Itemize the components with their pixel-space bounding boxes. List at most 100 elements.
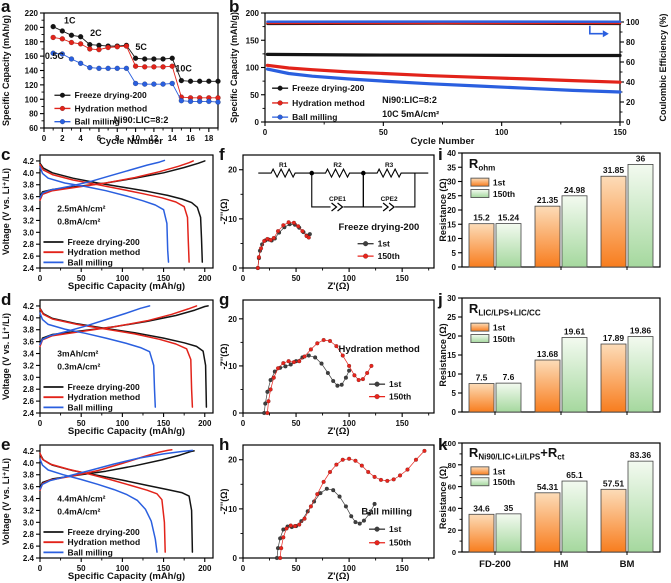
- svg-text:Cycle Number: Cycle Number: [411, 136, 475, 147]
- svg-text:2.8: 2.8: [23, 240, 35, 249]
- svg-text:Ball milling: Ball milling: [361, 506, 412, 517]
- svg-text:30: 30: [447, 178, 456, 187]
- panel-letter-e: e: [1, 435, 11, 454]
- svg-text:10: 10: [228, 215, 237, 224]
- svg-text:200: 200: [198, 419, 212, 428]
- svg-text:RLIC/LPS+LIC/CC: RLIC/LPS+LIC/CC: [469, 301, 541, 318]
- panel-letter-h: h: [219, 435, 230, 454]
- chart-rate-capability: 0 2 4 6 8 10 12 14 16 18 60 80 100 120 140 160 180 200 220…: [1, 9, 221, 147]
- svg-text:19.86: 19.86: [630, 326, 652, 336]
- svg-text:15.2: 15.2: [473, 213, 490, 223]
- svg-text:7.6: 7.6: [503, 372, 515, 382]
- svg-text:0: 0: [233, 554, 238, 563]
- svg-text:50: 50: [77, 564, 86, 573]
- svg-text:Freeze drying-200: Freeze drying-200: [292, 83, 365, 93]
- svg-text:180: 180: [25, 38, 39, 47]
- panel-letter-a: a: [1, 0, 11, 16]
- svg-text:Ball milling: Ball milling: [67, 257, 112, 267]
- svg-text:Freeze drying-200: Freeze drying-200: [74, 90, 147, 100]
- svg-text:220: 220: [25, 9, 39, 18]
- svg-text:100: 100: [342, 274, 356, 283]
- svg-text:Specific Capacity (mAh/g): Specific Capacity (mAh/g): [68, 571, 185, 582]
- svg-text:10: 10: [228, 505, 237, 514]
- svg-text:54.31: 54.31: [537, 482, 559, 492]
- svg-text:150: 150: [157, 274, 171, 283]
- svg-text:0: 0: [38, 564, 43, 573]
- svg-text:10: 10: [131, 134, 140, 143]
- panel-i: i 0 5 10 15 20 25 30 35 40 Resistance (Ω) 15.2 15.2…: [437, 145, 671, 293]
- svg-text:Voltage (V vs. Li⁺/Li): Voltage (V vs. Li⁺/Li): [1, 313, 11, 400]
- svg-text:60: 60: [448, 483, 456, 492]
- svg-text:21.35: 21.35: [537, 195, 559, 205]
- panel-g: g 0 50 100 150 0 10 20 Z'(Ω) -Z''(Ω) Hydration me…: [218, 290, 437, 438]
- svg-text:5C: 5C: [135, 42, 147, 52]
- svg-text:2.4: 2.4: [23, 264, 35, 273]
- svg-text:2.6: 2.6: [23, 252, 35, 261]
- svg-text:Ball milling: Ball milling: [292, 112, 337, 122]
- svg-text:Z'(Ω): Z'(Ω): [327, 281, 349, 292]
- svg-text:RNi90/LIC+Li/LPS+Rct: RNi90/LIC+Li/LPS+Rct: [469, 445, 565, 462]
- panel-letter-c: c: [1, 145, 11, 164]
- svg-text:0: 0: [241, 564, 246, 573]
- svg-text:CPE2: CPE2: [381, 196, 398, 203]
- svg-text:83.36: 83.36: [630, 450, 652, 460]
- panel-letter-i: i: [438, 145, 443, 164]
- svg-text:-Z''(Ω): -Z''(Ω): [219, 489, 229, 515]
- svg-text:1st: 1st: [389, 379, 401, 389]
- svg-text:Ball milling: Ball milling: [74, 117, 119, 127]
- svg-text:100: 100: [116, 274, 130, 283]
- svg-text:10: 10: [228, 362, 237, 371]
- chart-nyquist-bm: 0 50 100 150 0 10 20 Z'(Ω) -Z''(Ω) Ball milling 1s…: [219, 444, 435, 582]
- svg-text:1st: 1st: [493, 323, 505, 333]
- svg-text:2.4: 2.4: [23, 554, 35, 563]
- chart-rohm-bars: 0 5 10 15 20 25 30 35 40 Resistance (Ω) 15.2 15.24 2…: [438, 149, 661, 272]
- svg-text:3.8: 3.8: [23, 181, 35, 190]
- svg-text:36: 36: [636, 153, 646, 163]
- svg-text:100: 100: [246, 64, 260, 73]
- svg-text:1C: 1C: [64, 15, 76, 25]
- svg-text:100: 100: [495, 128, 509, 137]
- svg-text:4.0: 4.0: [23, 314, 35, 323]
- panel-letter-f: f: [219, 145, 225, 164]
- svg-text:10C: 10C: [175, 64, 192, 74]
- svg-text:0: 0: [233, 409, 238, 418]
- svg-text:24.98: 24.98: [564, 185, 586, 195]
- chart-nyquist-hm: 0 50 100 150 0 10 20 Z'(Ω) -Z''(Ω) Hydration meth…: [219, 299, 435, 437]
- svg-text:150: 150: [395, 419, 409, 428]
- svg-text:Z'(Ω): Z'(Ω): [327, 571, 349, 582]
- svg-text:FD-200: FD-200: [479, 559, 511, 570]
- svg-text:25: 25: [447, 192, 456, 201]
- svg-text:Specific Capacity (mAh/g): Specific Capacity (mAh/g): [1, 15, 11, 126]
- svg-text:20: 20: [228, 456, 237, 465]
- svg-text:200: 200: [198, 564, 212, 573]
- svg-text:34.6: 34.6: [473, 503, 490, 513]
- chart-voltage-profile-3: 0 50 100 150 200 2.4 2.6 2.8 3.0 3.2 3.4 3.6 3.8 4.0 4…: [1, 444, 214, 582]
- svg-text:65.1: 65.1: [566, 470, 583, 480]
- svg-text:12: 12: [149, 134, 158, 143]
- svg-text:200: 200: [25, 23, 39, 32]
- svg-text:100: 100: [116, 564, 130, 573]
- svg-text:3.4: 3.4: [23, 205, 35, 214]
- svg-text:35: 35: [504, 503, 514, 513]
- svg-text:150th: 150th: [493, 189, 515, 199]
- svg-text:140: 140: [25, 67, 39, 76]
- svg-text:40: 40: [448, 504, 456, 513]
- svg-text:4.2: 4.2: [23, 447, 35, 456]
- svg-text:2.8: 2.8: [23, 530, 35, 539]
- svg-text:10: 10: [447, 235, 456, 244]
- panel-f: f 0 50 100 150 0 10 20 Z'(Ω) -Z''(Ω) R1 R2 R3 CPE1 CP…: [218, 145, 437, 293]
- svg-text:Resistance (Ω): Resistance (Ω): [438, 466, 448, 529]
- svg-text:100: 100: [443, 439, 456, 448]
- svg-text:20: 20: [448, 526, 456, 535]
- panel-a: a 0 2 4 6 8 10 12 14 16 18 60 80 100 120 140 160 180 200 2…: [0, 0, 228, 148]
- svg-text:0: 0: [263, 128, 268, 137]
- panel-d: d 0 50 100 150 200 2.4 2.6 2.8 3.0 3.2 3.4 3.6 3.8 4.…: [0, 290, 218, 438]
- svg-text:20: 20: [447, 332, 456, 341]
- svg-text:R3: R3: [385, 162, 394, 169]
- svg-text:50: 50: [292, 419, 301, 428]
- panel-e: e 0 50 100 150 200 2.4 2.6 2.8 3.0 3.2 3.4 3.6 3.8 4.…: [0, 435, 218, 583]
- svg-text:0: 0: [241, 274, 246, 283]
- svg-text:150: 150: [395, 564, 409, 573]
- svg-text:150: 150: [246, 36, 260, 45]
